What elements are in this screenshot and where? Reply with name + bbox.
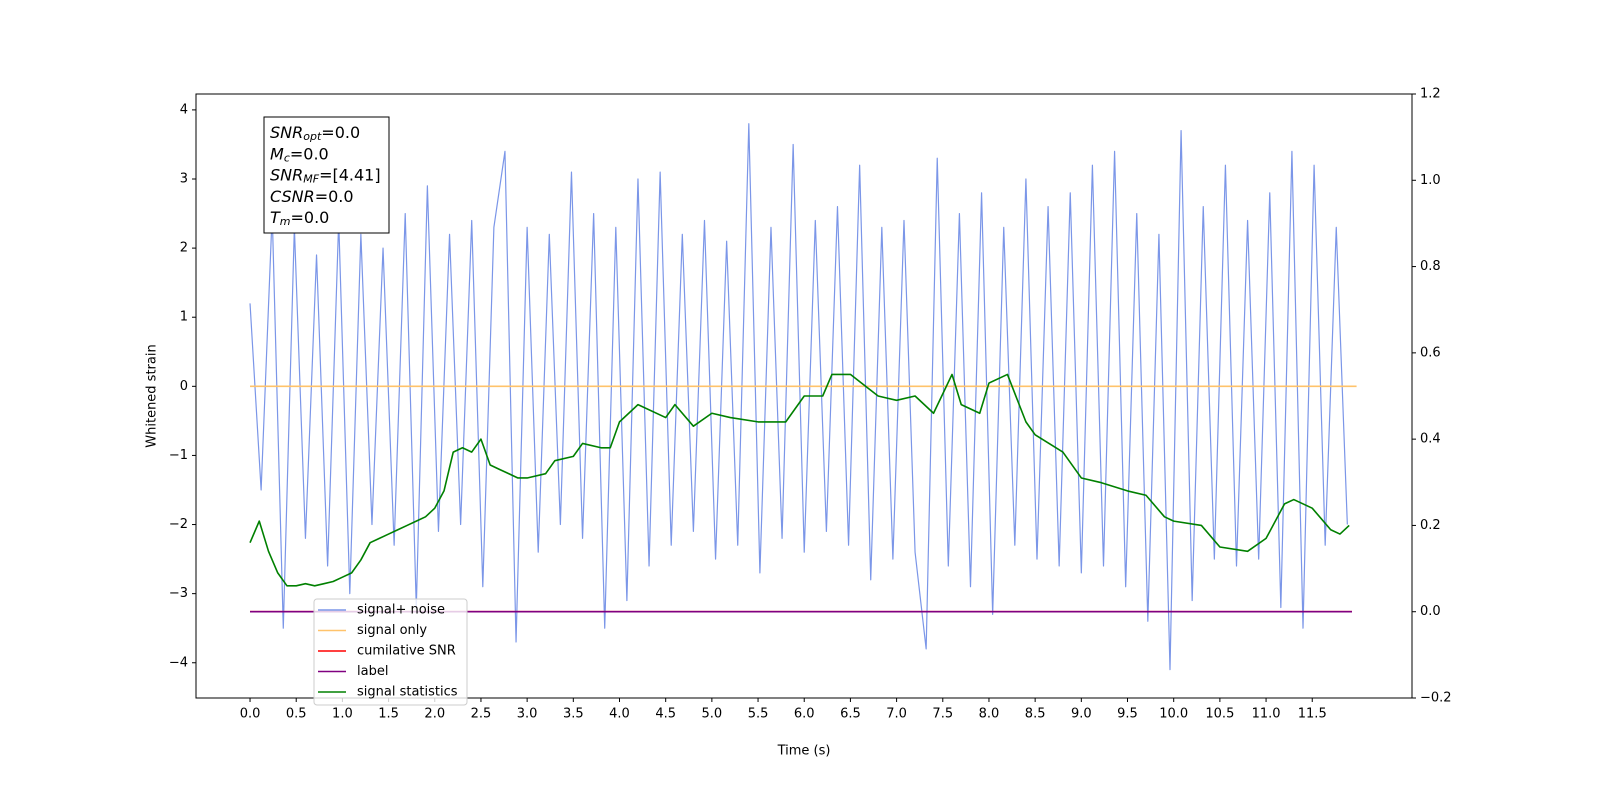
annotation-line: Tm=0.0 bbox=[270, 208, 329, 229]
y2-tick-label: 0.8 bbox=[1420, 259, 1441, 274]
x-tick-label: 8.5 bbox=[1025, 707, 1046, 722]
y2-tick-label: 1.0 bbox=[1420, 173, 1441, 188]
y2-tick-label: 0.4 bbox=[1420, 432, 1441, 447]
annotation-value: =0.0 bbox=[321, 123, 360, 142]
annotation-symbol: T bbox=[270, 208, 281, 227]
y-tick-label: 0 bbox=[180, 379, 188, 394]
x-tick-label: 9.0 bbox=[1071, 707, 1092, 722]
annotation-subscript: c bbox=[284, 151, 290, 164]
x-axis-label: Time (s) bbox=[777, 744, 831, 759]
annotation-frame bbox=[263, 116, 390, 234]
y-axis-label: Whitened strain bbox=[145, 344, 160, 447]
annotation-line: CSNR=0.0 bbox=[270, 186, 354, 205]
x-tick-label: 4.0 bbox=[609, 707, 630, 722]
x-tick-label: 11.0 bbox=[1252, 707, 1281, 722]
legend-label: label bbox=[357, 664, 388, 679]
x-tick-label: 8.0 bbox=[979, 707, 1000, 722]
x-tick-label: 5.0 bbox=[702, 707, 723, 722]
x-tick-label: 3.5 bbox=[563, 707, 584, 722]
x-tick-label: 2.0 bbox=[424, 707, 445, 722]
y2-tick-label: 0.2 bbox=[1420, 518, 1441, 533]
annotation-subscript: MF bbox=[303, 173, 319, 186]
x-tick-label: 2.5 bbox=[471, 707, 492, 722]
y2-tick-label: 0.0 bbox=[1420, 604, 1441, 619]
x-tick-label: 1.0 bbox=[332, 707, 353, 722]
annotation-value: =[4.41] bbox=[319, 165, 381, 184]
annotation-value: =0.0 bbox=[290, 144, 329, 163]
x-tick-label: 10.5 bbox=[1205, 707, 1234, 722]
x-tick-label: 6.5 bbox=[840, 707, 861, 722]
y2-tick-label: 0.6 bbox=[1420, 345, 1441, 360]
y2-tick-label: −0.2 bbox=[1420, 691, 1452, 706]
legend-label: signal statistics bbox=[357, 685, 458, 700]
annotation-symbol: M bbox=[270, 144, 284, 163]
y-tick-label: −4 bbox=[169, 655, 188, 670]
x-tick-label: 9.5 bbox=[1117, 707, 1138, 722]
y-tick-label: −3 bbox=[169, 586, 188, 601]
annotation-subscript: m bbox=[280, 215, 291, 228]
annotation-symbol: CSNR bbox=[270, 186, 315, 205]
y-tick-label: 2 bbox=[180, 241, 188, 256]
y-tick-label: −2 bbox=[169, 517, 188, 532]
legend-label: signal+ noise bbox=[357, 603, 445, 618]
y2-tick-label: 1.2 bbox=[1420, 87, 1441, 102]
y-tick-label: 1 bbox=[180, 310, 188, 325]
x-tick-label: 3.0 bbox=[517, 707, 538, 722]
y-tick-label: 4 bbox=[180, 102, 188, 117]
annotation-value: =0.0 bbox=[291, 208, 330, 227]
legend-frame bbox=[313, 598, 468, 706]
legend-label: cumilative SNR bbox=[357, 644, 456, 659]
annotation-line: Mc=0.0 bbox=[270, 144, 329, 165]
annotation-line: SNRMF=[4.41] bbox=[270, 165, 381, 186]
x-tick-label: 7.0 bbox=[886, 707, 907, 722]
x-tick-label: 5.5 bbox=[748, 707, 769, 722]
series-line bbox=[249, 123, 1348, 671]
annotation-subscript: opt bbox=[303, 130, 322, 143]
annotation-line: SNRopt=0.0 bbox=[270, 123, 360, 144]
legend-label: signal only bbox=[357, 623, 427, 638]
x-tick-label: 1.5 bbox=[378, 707, 399, 722]
x-tick-label: 0.0 bbox=[240, 707, 261, 722]
annotation-symbol: SNR bbox=[270, 123, 303, 142]
series-line bbox=[249, 373, 1350, 587]
x-tick-label: 4.5 bbox=[655, 707, 676, 722]
x-tick-label: 10.0 bbox=[1159, 707, 1188, 722]
y-tick-label: −1 bbox=[169, 448, 188, 463]
annotation-box: SNRopt=0.0Mc=0.0SNRMF=[4.41]CSNR=0.0Tm=0… bbox=[263, 116, 390, 234]
x-tick-label: 11.5 bbox=[1298, 707, 1327, 722]
y-tick-label: 3 bbox=[180, 172, 188, 187]
annotation-symbol: SNR bbox=[270, 165, 303, 184]
x-tick-label: 0.5 bbox=[286, 707, 307, 722]
x-tick-label: 7.5 bbox=[932, 707, 953, 722]
x-tick-label: 6.0 bbox=[794, 707, 815, 722]
annotation-value: =0.0 bbox=[315, 186, 354, 205]
